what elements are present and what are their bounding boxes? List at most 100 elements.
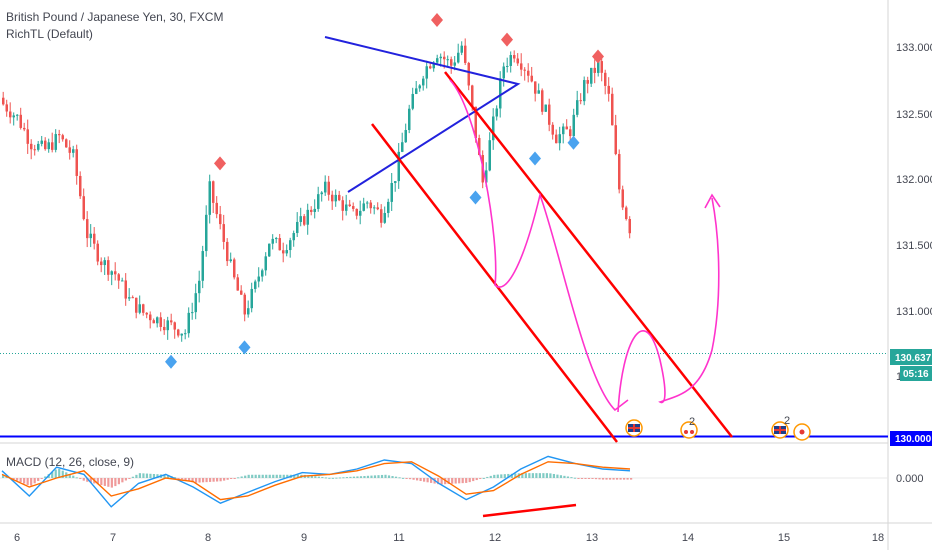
candle-body	[583, 80, 586, 102]
macd-hist-bar	[244, 475, 247, 478]
candle-body	[229, 259, 232, 262]
macd-hist-bar	[570, 477, 573, 479]
pivot-low-marker[interactable]	[529, 151, 541, 166]
macd-hist-bar	[96, 478, 99, 485]
macd-hist-bar	[254, 474, 257, 478]
event-group-icon[interactable]: 2	[680, 416, 698, 439]
macd-hist-bar	[86, 478, 89, 482]
macd-hist-bar	[103, 478, 106, 486]
triangle-pattern[interactable]	[324, 36, 521, 193]
macd-hist-bar	[314, 476, 317, 478]
candle-body	[467, 62, 470, 86]
projection-path-past[interactable]	[449, 79, 629, 412]
pivot-low-marker[interactable]	[238, 340, 251, 355]
macd-hist-bar	[426, 478, 429, 483]
candle-body	[236, 277, 239, 291]
macd-hist-bar	[107, 478, 110, 487]
macd-hist-bar	[598, 478, 601, 480]
indicator-title[interactable]: RichTL (Default)	[6, 27, 93, 41]
macd-hist-bar	[437, 478, 440, 485]
pivot-low-marker[interactable]	[567, 135, 580, 150]
macd-hist-bar	[12, 478, 15, 480]
uk-flag-icon[interactable]	[625, 419, 643, 437]
candle-body	[142, 304, 145, 313]
candle-body	[425, 66, 428, 79]
candle-body	[215, 202, 218, 215]
macd-hist-bar	[549, 473, 552, 478]
macd-hist-bar	[359, 476, 363, 478]
candle-body	[163, 326, 166, 331]
macd-hist-bar	[135, 474, 138, 478]
candle-body	[117, 274, 120, 281]
macd-hist-bar	[465, 478, 468, 483]
candle-body	[2, 97, 5, 105]
macd-hist-bar	[370, 475, 373, 478]
price-tick: 131.000	[896, 306, 932, 318]
candle-body	[534, 81, 537, 94]
candle-body	[212, 181, 215, 203]
macd-hist-bar	[391, 476, 394, 478]
candle-body	[565, 126, 568, 130]
macd-hist-bar	[419, 478, 422, 482]
candle-body	[61, 135, 64, 140]
candles-group	[2, 38, 631, 342]
candle-body	[401, 142, 404, 152]
macd-hist-bar	[75, 477, 78, 479]
candle-body	[590, 67, 593, 84]
candle-body	[149, 314, 152, 321]
price-axis[interactable]: 133.000 132.500 132.000 131.500 131.000 …	[890, 42, 932, 446]
macd-hist-bar	[265, 474, 268, 478]
event-icons[interactable]: 2 2	[625, 415, 811, 441]
candle-body	[551, 124, 554, 135]
time-axis[interactable]: 6 7 8 9 11 12 13 14 15 18	[14, 532, 884, 544]
macd-hist-bar	[366, 475, 370, 478]
pivot-high-marker[interactable]	[592, 49, 604, 64]
macd-hist-bar	[342, 477, 345, 479]
macd-hist-bar	[114, 478, 117, 487]
candle-body	[450, 59, 453, 66]
signal-line	[1, 461, 631, 501]
candle-body	[586, 80, 589, 84]
macd-hist-bar	[405, 478, 408, 479]
candle-body	[621, 189, 624, 208]
candle-body	[495, 108, 498, 117]
macd-hist-bar	[279, 474, 282, 478]
time-tick: 6	[14, 532, 20, 544]
pivot-low-marker[interactable]	[165, 354, 177, 369]
macd-title[interactable]: MACD (12, 26, close, 9)	[6, 455, 135, 469]
macd-hist-bar	[68, 473, 71, 478]
pivot-high-marker[interactable]	[431, 13, 443, 28]
candle-body	[65, 139, 68, 148]
macd-hist-bar	[521, 473, 524, 478]
macd-hist-bar	[30, 478, 33, 486]
candle-body	[303, 216, 306, 225]
candle-body	[72, 149, 75, 153]
candle-body	[107, 260, 110, 275]
macd-hist-bar	[556, 474, 559, 478]
projection-path-future[interactable]	[617, 197, 720, 413]
annotations[interactable]	[324, 36, 733, 443]
macd-hist-bar	[110, 478, 113, 488]
macd-hist-bar	[163, 474, 166, 478]
support-price-value: 130.000	[895, 434, 932, 445]
pivot-low-marker[interactable]	[469, 190, 482, 205]
countdown-tag	[900, 366, 932, 381]
channel-upper-line[interactable]	[444, 71, 733, 438]
price-pane[interactable]: 2 2	[0, 13, 888, 443]
macd-divergence-line[interactable]	[482, 503, 577, 518]
macd-hist-bar	[514, 473, 517, 478]
pivot-high-marker[interactable]	[501, 32, 513, 47]
candle-body	[264, 256, 267, 271]
candle-body	[156, 317, 159, 324]
macd-hist-bar	[591, 478, 594, 479]
candle-body	[478, 138, 481, 156]
macd-pane[interactable]: 0.000	[0, 455, 924, 518]
macd-hist-bar	[293, 474, 296, 478]
pivot-high-marker[interactable]	[214, 156, 226, 171]
macd-hist-bar	[338, 477, 342, 479]
event-icon[interactable]	[793, 423, 811, 441]
uk-flag-icon[interactable]: 2	[771, 415, 790, 439]
symbol-title[interactable]: British Pound / Japanese Yen, 30, FXCM	[6, 10, 224, 24]
macd-hist-bar	[472, 478, 475, 482]
